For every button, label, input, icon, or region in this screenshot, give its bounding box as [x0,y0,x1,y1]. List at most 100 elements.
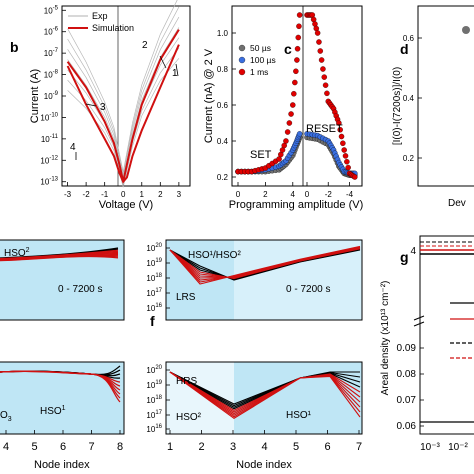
arrow-1-icon [175,63,179,77]
panel-b-ytick-exp: -10 [49,112,58,118]
panel-b-exp-curve [67,6,180,175]
panel-d: d 0.6 0.4 0.2 Dev [I(0)-I(7200s)]/I(0) [392,5,474,209]
panel-c-reset-point [317,48,324,54]
panel-f-hso2-label: HSO² [176,412,202,423]
panel-b-sim-curve [66,44,180,184]
panel-c-ytick-label: 0.8 [217,65,229,74]
panel-e-partial-label: O3 [0,410,12,423]
panel-f-ytick-exp: 18 [155,273,162,279]
panel-c-legend: 50 µs 100 µs 1 ms [238,43,276,77]
panel-d-frame [417,5,474,187]
annotation-1: 1 [172,68,178,79]
panel-e-xtick-label: 5 [31,441,37,453]
arrow-3-icon [85,103,97,107]
panel-c-legend-label: 1 ms [250,67,268,77]
panel-b-sim-curves [66,29,180,184]
panel-c-xtick-label: -2 [325,190,333,199]
panel-c-xtick-label: 0 [305,190,310,199]
annotation-3: 3 [100,102,106,113]
panel-c-reset-point [338,133,345,140]
panel-c-legend-label: 50 µs [250,43,271,53]
panel-f: 1020 1019 1018 1017 1016 1020 1019 1018 1017 1016… [146,239,363,471]
panel-c-set-label: SET [250,149,272,161]
panel-c-reset-label: RESET [306,123,343,135]
panel-c-legend-swatch [238,44,246,52]
panel-c-set-point [294,57,300,63]
panel-c-set-point [296,23,302,29]
panel-f-ytick-label: 1020 [146,243,162,253]
panel-f-xlabel: Node index [236,459,292,471]
panel-f-xtick-label: 1 [167,441,173,453]
panel-c-set-point [288,111,294,117]
panel-b-ytick-label: 10-6 [44,27,59,37]
panel-c-set-point [296,131,303,137]
panel-f-ytick-label: 1016 [146,303,162,313]
legend-exp-label: Exp [92,11,108,21]
panel-f-xtick-label: 6 [324,441,330,453]
panel-b-xtick-label: 1 [140,190,145,199]
arrow-2-icon [159,55,167,69]
panel-c-xtick-label: 4 [291,190,296,199]
panel-c-y-ticks: 0.2 0.4 0.6 0.8 1.0 [217,29,236,182]
panel-f-time-label: 0 - 7200 s [286,284,330,295]
panel-c-legend-swatch [238,56,246,64]
panel-f-ytick-exp: 16 [155,303,162,309]
panel-f-x-ticks: 1 2 3 4 5 6 7 [167,430,362,453]
panel-f-ytick-exp: 18 [155,395,162,401]
panel-c-set-point [290,102,296,108]
panel-c-reset-point [342,153,349,159]
panel-f-ytick-exp: 19 [155,380,162,386]
panel-b-xtick-label: -1 [101,190,109,199]
panel-b-y-ticks: 10-5 10-6 10-7 10-8 10-9 10-10 10-11 10-12 10-13 [40,5,66,187]
panel-d-y-ticks: 0.6 0.4 0.2 [403,34,422,163]
panel-d-ylabel: [I(0)-I(7200s)]/I(0) [392,67,403,145]
panel-f-xtick-label: 7 [356,441,362,453]
panel-c-set-point [293,68,299,75]
panel-c-set-point [296,12,303,18]
panel-c-set-point [283,138,289,144]
panel-f-ytick-exp: 17 [155,410,162,416]
panel-b-ytick-exp: -9 [53,91,59,97]
panel-b-ytick-exp: -12 [49,155,58,161]
panel-e-xtick-label: 4 [3,441,9,453]
panel-c-xlabel: Programming amplitude (V) [229,199,364,211]
panel-g-ytick-label: 0.08 [397,369,417,380]
panel-f-top-frame [165,239,363,321]
annotation-4: 4 [70,142,76,153]
panel-c-reset-point [318,57,325,63]
panel-g-x-ticks: 10⁻³ 10⁻² [420,442,468,453]
panel-e-x-ticks: 4 5 6 7 8 [3,430,123,453]
panel-c-legend-swatch [238,68,246,76]
panel-g-ytick-label: 4 [410,246,416,257]
panel-c-ytick-label: 1.0 [217,29,229,38]
panel-b-ytick-label: 10-10 [40,112,58,122]
panel-g-ytick-label: 0.09 [397,343,417,354]
panel-d-point [462,26,470,34]
panel-b-xlabel: Voltage (V) [99,199,153,211]
panel-b-ytick-label: 10-5 [44,5,59,15]
panel-f-xtick-label: 5 [293,441,299,453]
panel-b-ytick-exp: -8 [53,70,59,76]
panel-g-xtick-label: 10⁻² [448,442,468,453]
panel-b-ytick-exp: -7 [53,48,59,54]
panel-f-ytick-label: 1016 [146,424,162,434]
panel-f-ytick-exp: 20 [155,243,162,249]
panel-b-exp-curve [67,27,180,180]
panel-c-frame [231,5,363,187]
panel-c-reset-point [320,66,326,72]
panel-d-letter: d [400,41,409,57]
panel-e-curves [0,247,121,403]
panel-f-ytick-label: 1020 [146,365,162,375]
panel-b-ytick-label: 10-8 [44,70,59,80]
panel-f-xtick-label: 2 [198,441,204,453]
panel-b-xtick-label: 3 [177,190,182,199]
panel-e-xlabel: Node index [34,459,90,471]
panel-d-ytick-label: 0.6 [403,34,415,43]
panel-e-bottom-frame [0,361,125,435]
panel-b-xtick-label: 0 [121,190,126,199]
panel-b-exp-curve [67,47,180,185]
panel-b-exp-curve [67,0,178,172]
panel-b-ytick-label: 10-13 [40,177,58,187]
panel-c-reset-point [340,140,346,146]
panel-b-ytick-exp: -5 [53,5,59,11]
